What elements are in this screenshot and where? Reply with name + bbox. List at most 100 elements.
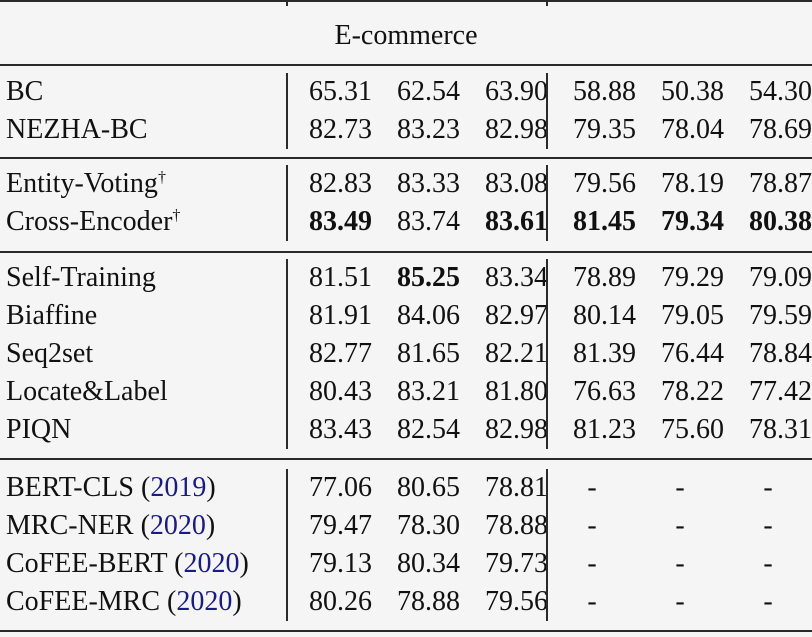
- table-row: Entity-Voting† 82.83 83.33 83.08 79.56 78.19 7…: [0, 165, 812, 203]
- score-cell: 82.73: [309, 114, 372, 145]
- citation-year: 2020: [176, 586, 233, 617]
- score-cell: 83.34: [485, 262, 548, 293]
- score-cell: 79.35: [573, 114, 636, 145]
- score-cell: -: [587, 472, 597, 503]
- method-name: Seq2set: [0, 335, 286, 373]
- score-cell: 54.30: [749, 76, 812, 107]
- score-cell: 79.34: [661, 206, 724, 237]
- table-row: Seq2set 82.77 81.65 82.21 81.39 76.44 78.84: [0, 335, 812, 373]
- section-header: E-commerce: [334, 20, 478, 51]
- score-cell: 83.43: [309, 414, 372, 445]
- method-label: Cross-Encoder: [6, 206, 173, 237]
- score-cell: 77.06: [309, 472, 372, 503]
- score-cell: 78.81: [485, 472, 548, 503]
- score-cell: 75.60: [661, 414, 724, 445]
- dagger-mark: †: [172, 207, 181, 224]
- score-cell: 80.14: [573, 300, 636, 331]
- method-label: Biaffine: [6, 300, 98, 331]
- table-row: Cross-Encoder† 83.49 83.74 83.61 81.45 79.34 8…: [0, 203, 812, 241]
- score-cell: 63.90: [485, 76, 548, 107]
- method-label: Locate&Label: [6, 376, 168, 407]
- score-cell: 79.56: [485, 586, 548, 617]
- score-cell: 83.23: [397, 114, 460, 145]
- vline-g4-left: [286, 469, 288, 621]
- vline-g1-mid: [546, 73, 548, 149]
- score-cell: 79.09: [749, 262, 812, 293]
- method-name: PIQN: [0, 411, 286, 449]
- score-cell: 78.22: [661, 376, 724, 407]
- table-row: CoFEE-MRC (2020) 80.26 78.88 79.56 - - -: [0, 583, 812, 621]
- group-rule-3: [0, 458, 812, 460]
- score-cell: 81.65: [397, 338, 460, 369]
- score-cell: -: [763, 472, 773, 503]
- score-cell: -: [675, 510, 685, 541]
- method-label: Seq2set: [6, 338, 94, 369]
- score-cell: 82.97: [485, 300, 548, 331]
- table-row: MRC-NER (2020) 79.47 78.30 78.88 - - -: [0, 507, 812, 545]
- score-cell: 81.23: [573, 414, 636, 445]
- score-cell: 79.47: [309, 510, 372, 541]
- score-cell: 82.83: [309, 168, 372, 199]
- table-row: NEZHA-BC 82.73 83.23 82.98 79.35 78.04 78.69: [0, 111, 812, 149]
- table-row: PIQN 83.43 82.54 82.98 81.23 75.60 78.31: [0, 411, 812, 449]
- method-label: MRC-NER: [6, 510, 134, 541]
- vline-g1-left: [286, 73, 288, 149]
- vline-g3-left: [286, 259, 288, 449]
- table-row: BERT-CLS (2019) 77.06 80.65 78.81 - - -: [0, 469, 812, 507]
- results-group-1: BC 65.31 62.54 63.90 58.88 50.38 54.30 NEZHA-BC…: [0, 73, 812, 149]
- score-cell: 82.98: [485, 414, 548, 445]
- score-cell: 80.65: [397, 472, 460, 503]
- method-name: Entity-Voting†: [0, 165, 286, 203]
- score-cell: 81.91: [309, 300, 372, 331]
- vline-g3-mid: [546, 259, 548, 449]
- score-cell: 78.31: [749, 414, 812, 445]
- method-name: BC: [0, 73, 286, 111]
- score-cell: -: [763, 548, 773, 579]
- method-label: Entity-Voting: [6, 168, 158, 199]
- method-label: BC: [6, 76, 44, 107]
- score-cell: 78.88: [485, 510, 548, 541]
- score-cell: 78.88: [397, 586, 460, 617]
- score-cell: 81.51: [309, 262, 372, 293]
- method-name: Locate&Label: [0, 373, 286, 411]
- score-cell: 62.54: [397, 76, 460, 107]
- table-row: BC 65.31 62.54 63.90 58.88 50.38 54.30: [0, 73, 812, 111]
- score-cell: -: [587, 586, 597, 617]
- score-cell: 84.06: [397, 300, 460, 331]
- score-cell: 80.34: [397, 548, 460, 579]
- method-name: Biaffine: [0, 297, 286, 335]
- score-cell: 78.69: [749, 114, 812, 145]
- score-cell: 76.63: [573, 376, 636, 407]
- score-cell: 83.33: [397, 168, 460, 199]
- score-cell: -: [763, 510, 773, 541]
- score-cell: 80.26: [309, 586, 372, 617]
- score-cell: 80.38: [749, 206, 812, 237]
- top-vline-mid: [546, 0, 548, 6]
- score-cell: 79.59: [749, 300, 812, 331]
- header-rule: [0, 64, 812, 66]
- vline-g2-mid: [546, 165, 548, 241]
- group-rule-2: [0, 251, 812, 253]
- score-cell: -: [587, 548, 597, 579]
- method-label: NEZHA-BC: [6, 114, 148, 145]
- score-cell: 82.98: [485, 114, 548, 145]
- method-name: Self-Training: [0, 259, 286, 297]
- score-cell: 85.25: [397, 262, 460, 293]
- score-cell: 81.45: [573, 206, 636, 237]
- score-cell: 78.84: [749, 338, 812, 369]
- table-row: Biaffine 81.91 84.06 82.97 80.14 79.05 79.59: [0, 297, 812, 335]
- method-label: CoFEE-MRC: [6, 586, 161, 617]
- score-cell: -: [587, 510, 597, 541]
- score-cell: 81.80: [485, 376, 548, 407]
- score-cell: 78.19: [661, 168, 724, 199]
- method-name: CoFEE-BERT (2020): [6, 548, 249, 579]
- score-cell: 83.08: [485, 168, 548, 199]
- method-label: PIQN: [6, 414, 72, 445]
- score-cell: -: [763, 586, 773, 617]
- method-name: NEZHA-BC: [0, 111, 286, 149]
- method-name: MRC-NER (2020): [6, 510, 216, 541]
- score-cell: 82.21: [485, 338, 548, 369]
- score-cell: 81.39: [573, 338, 636, 369]
- bottom-rule: [0, 630, 812, 632]
- table-row: Locate&Label 80.43 83.21 81.80 76.63 78.22 77.…: [0, 373, 812, 411]
